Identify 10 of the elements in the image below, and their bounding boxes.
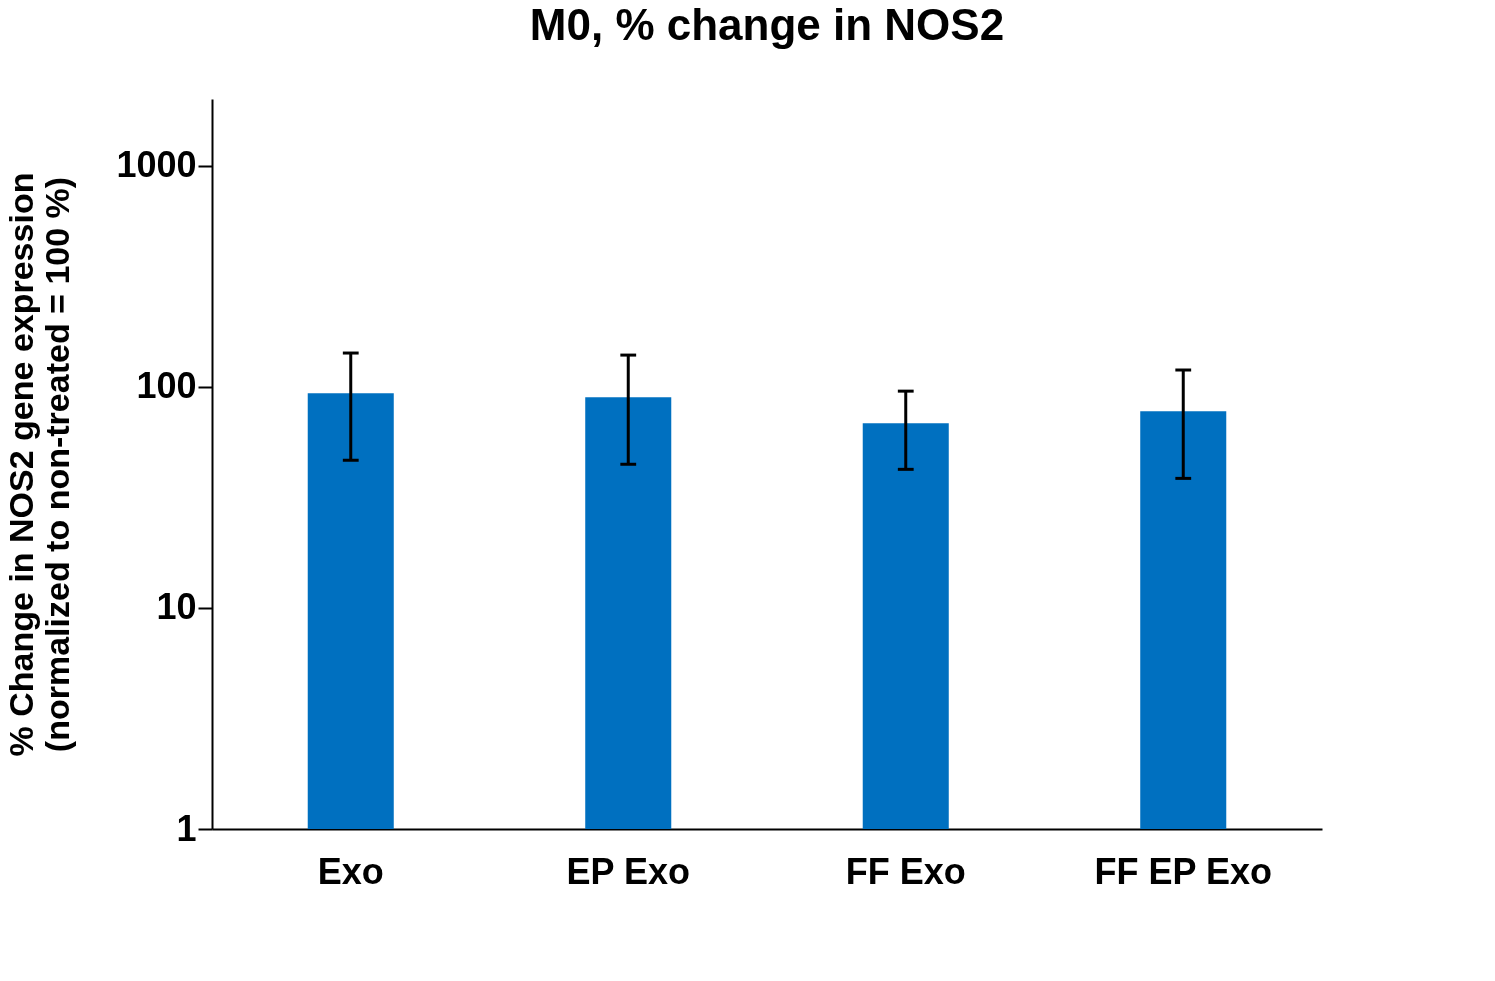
x-tick-label: Exo (317, 850, 384, 892)
y-tick-label: 1000 (116, 144, 197, 186)
y-tick-label: 1 (176, 807, 197, 849)
chart-title: M0, % change in NOS2 (529, 0, 1005, 49)
x-tick-label: FF Exo (845, 850, 966, 892)
y-axis-title: % Change in NOS2 gene expression (normalized to non-treated = 100 %) (2, 172, 77, 757)
y-tick-label: 10 (156, 586, 197, 628)
x-tick-label: EP Exo (566, 850, 690, 892)
x-tick-label: FF EP Exo (1094, 850, 1272, 892)
y-tick-label: 100 (136, 365, 197, 407)
